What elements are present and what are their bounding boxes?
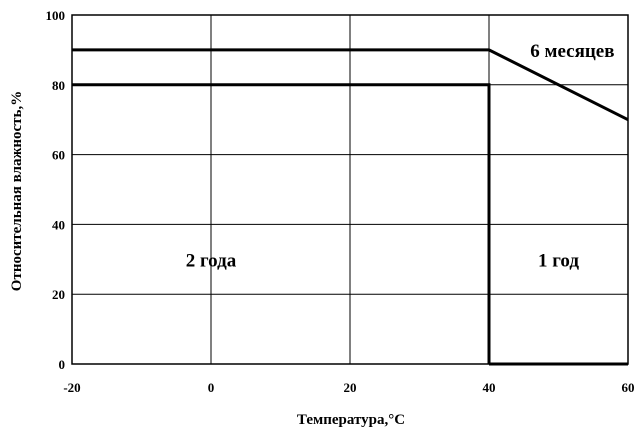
y-tick-label: 80 [52, 78, 65, 93]
y-tick-label: 60 [52, 148, 65, 163]
y-tick-labels: 0 20 40 60 80 100 [46, 8, 66, 372]
region-labels: 2 года 1 год 6 месяцев [186, 41, 615, 271]
grid [72, 15, 628, 364]
x-tick-label: 40 [483, 380, 496, 395]
y-tick-label: 100 [46, 8, 66, 23]
x-tick-label: -20 [63, 380, 80, 395]
y-tick-label: 0 [59, 357, 66, 372]
region-label: 2 года [186, 250, 237, 271]
x-tick-labels: -20 0 20 40 60 [63, 380, 634, 395]
y-axis-title: Относительная влажность,% [9, 91, 25, 291]
x-tick-label: 20 [344, 380, 357, 395]
x-tick-label: 0 [208, 380, 215, 395]
y-tick-label: 20 [52, 287, 65, 302]
region-label: 6 месяцев [530, 41, 614, 62]
x-tick-label: 60 [622, 380, 635, 395]
y-tick-label: 40 [52, 217, 65, 232]
x-axis-title: Температура,°C [297, 412, 405, 428]
region-label: 1 год [538, 250, 579, 271]
